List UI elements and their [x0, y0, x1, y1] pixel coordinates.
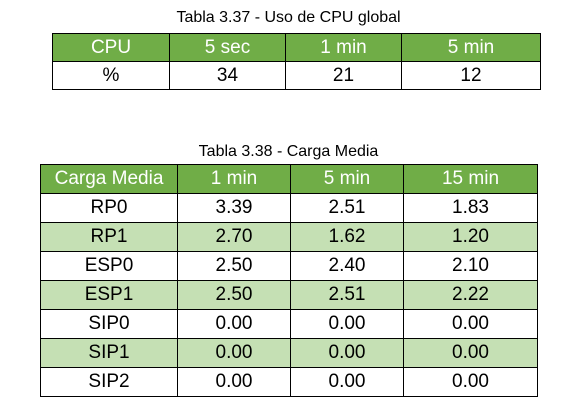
table-cell: 1.62 — [290, 222, 404, 252]
table-row: SIP0 0.00 0.00 0.00 — [40, 309, 538, 339]
cpu-usage-table: CPU 5 sec 1 min 5 min % 34 21 12 — [52, 33, 541, 90]
table-cell: 2.22 — [403, 280, 538, 310]
table-header-row: CPU 5 sec 1 min 5 min — [52, 33, 541, 62]
table-cell: 2.70 — [177, 222, 291, 252]
column-header: 5 min — [290, 164, 404, 194]
column-header: 5 sec — [169, 33, 286, 62]
column-header: CPU — [52, 33, 170, 62]
table-cell: 1.20 — [403, 222, 538, 252]
table-row: ESP1 2.50 2.51 2.22 — [40, 280, 538, 310]
table-cell: 0.00 — [290, 338, 404, 368]
table-cell: SIP0 — [40, 309, 178, 339]
table-cell: 2.10 — [403, 251, 538, 281]
table-caption-load: Tabla 3.38 - Carga Media — [198, 143, 379, 160]
table-cell: 2.40 — [290, 251, 404, 281]
table-cell: 0.00 — [403, 338, 538, 368]
table-row: % 34 21 12 — [52, 61, 541, 90]
table-cell: 0.00 — [290, 309, 404, 339]
table-cell: 1.83 — [403, 193, 538, 223]
table-row: SIP2 0.00 0.00 0.00 — [40, 367, 538, 397]
table-cell: 2.51 — [290, 193, 404, 223]
table-cell: 12 — [401, 61, 541, 90]
table-cell: 2.51 — [290, 280, 404, 310]
column-header: 1 min — [177, 164, 291, 194]
table-cell: 0.00 — [290, 367, 404, 397]
table-row: ESP0 2.50 2.40 2.10 — [40, 251, 538, 281]
table-cell: SIP2 — [40, 367, 178, 397]
table-cell: 0.00 — [177, 309, 291, 339]
table-cell: 0.00 — [403, 367, 538, 397]
column-header: 1 min — [285, 33, 402, 62]
table-row: RP0 3.39 2.51 1.83 — [40, 193, 538, 223]
table-cell: ESP1 — [40, 280, 178, 310]
column-header: 15 min — [403, 164, 538, 194]
table-cell: 21 — [285, 61, 402, 90]
column-header: Carga Media — [40, 164, 178, 194]
table-cell: 2.50 — [177, 280, 291, 310]
table-row: RP1 2.70 1.62 1.20 — [40, 222, 538, 252]
table-row: SIP1 0.00 0.00 0.00 — [40, 338, 538, 368]
table-cell: 0.00 — [177, 338, 291, 368]
table-cell: 3.39 — [177, 193, 291, 223]
table-cell: RP0 — [40, 193, 178, 223]
table-header-row: Carga Media 1 min 5 min 15 min — [40, 164, 538, 194]
column-header: 5 min — [401, 33, 541, 62]
load-average-table: Carga Media 1 min 5 min 15 min RP0 3.39 … — [40, 164, 538, 397]
table-cell: 34 — [169, 61, 286, 90]
table-cell: % — [52, 61, 170, 90]
table-cell: SIP1 — [40, 338, 178, 368]
table-cell: 0.00 — [177, 367, 291, 397]
table-cell: RP1 — [40, 222, 178, 252]
table-caption-cpu: Tabla 3.37 - Uso de CPU global — [176, 9, 401, 26]
table-cell: 2.50 — [177, 251, 291, 281]
table-cell: ESP0 — [40, 251, 178, 281]
table-cell: 0.00 — [403, 309, 538, 339]
